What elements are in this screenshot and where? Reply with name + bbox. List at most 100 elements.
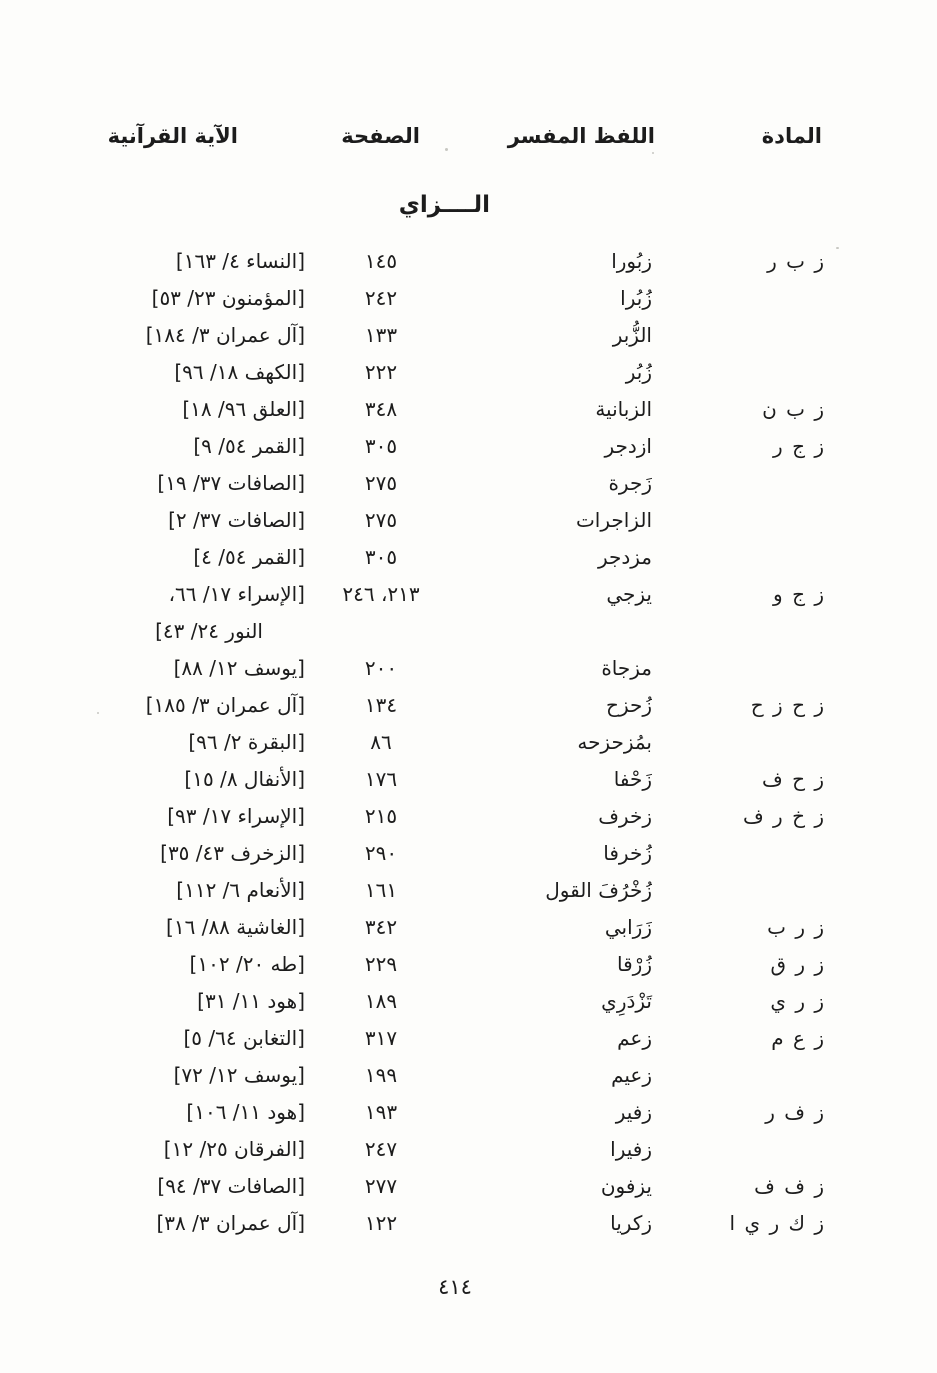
page-cell: ٣١٧ xyxy=(364,1026,398,1050)
page-number: ٤١٤ xyxy=(438,1275,472,1299)
table-row: ز ع م زعم ٣١٧ [التغابن ٦٤/ ٥] xyxy=(0,1020,937,1057)
verse-line: [يوسف ١٢/ ٨٨] xyxy=(173,656,305,680)
word-cell: مزدجر xyxy=(597,545,652,569)
column-header-word: اللفظ المفسر xyxy=(507,124,655,148)
table-row: ز ح ف زَحْفا ١٧٦ [الأنفال ٨/ ١٥] xyxy=(0,761,937,798)
table-row: ز ج و يزجي ٢١٣، ٢٤٦ [الإسراء ١٧/ ٦٦، الن… xyxy=(0,576,937,650)
verse-cell: [الزخرف ٤٣/ ٣٥] xyxy=(160,835,305,872)
page-cell: ١٨٩ xyxy=(364,989,398,1013)
page-cell: ٢١٥ xyxy=(364,804,398,828)
page-cell: ٢٢٩ xyxy=(364,952,398,976)
verse-cell: [الإسراء ١٧/ ٦٦، النور ٢٤/ ٤٣] xyxy=(155,576,305,650)
table-row: ز ح ز ح زُحزح ١٣٤ [آل عمران ٣/ ١٨٥] xyxy=(0,687,937,724)
verse-line: [طه ٢٠/ ١٠٢] xyxy=(189,952,305,976)
page-cell: ١٣٣ xyxy=(364,323,398,347)
page-cell: ١٩٩ xyxy=(364,1063,398,1087)
word-cell: زعيم xyxy=(611,1063,652,1087)
table-row: الزُّبر ١٣٣ [آل عمران ٣/ ١٨٤] xyxy=(0,317,937,354)
verse-cell: [آل عمران ٣/ ١٨٤] xyxy=(146,317,305,354)
page-cell: ١٤٥ xyxy=(364,249,398,273)
word-cell: زُرْقا xyxy=(617,952,652,976)
verse-cell: [هود ١١/ ١٠٦] xyxy=(186,1094,305,1131)
page-cell: ٢١٣، ٢٤٦ xyxy=(342,582,420,606)
verse-cell: [التغابن ٦٤/ ٥] xyxy=(183,1020,305,1057)
page-cell: ٢٩٠ xyxy=(364,841,398,865)
table-row: زُخرفا ٢٩٠ [الزخرف ٤٣/ ٣٥] xyxy=(0,835,937,872)
word-cell: ازدجر xyxy=(604,434,652,458)
page-cell: ٢٧٥ xyxy=(364,508,398,532)
word-cell: زبُورا xyxy=(611,249,652,273)
verse-cell: [القمر ٥٤/ ٤] xyxy=(193,539,305,576)
verse-cell: [الفرقان ٢٥/ ١٢] xyxy=(164,1131,305,1168)
verse-cell: [الكهف ١٨/ ٩٦] xyxy=(174,354,305,391)
word-cell: زفير xyxy=(615,1100,652,1124)
verse-cell: [آل عمران ٣/ ١٨٥] xyxy=(146,687,305,724)
word-cell: زفيرا xyxy=(610,1137,652,1161)
word-cell: الزُّبر xyxy=(612,323,652,347)
verse-cell: [آل عمران ٣/ ٣٨] xyxy=(156,1205,305,1242)
verse-line: [الزخرف ٤٣/ ٣٥] xyxy=(160,841,305,865)
page-cell: ١٣٤ xyxy=(364,693,398,717)
verse-line: [آل عمران ٣/ ١٨٥] xyxy=(145,693,305,717)
root-cell: ز ج و xyxy=(773,582,824,606)
table-row: ز ج ر ازدجر ٣٠٥ [القمر ٥٤/ ٩] xyxy=(0,428,937,465)
verse-cell: [المؤمنون ٢٣/ ٥٣] xyxy=(152,280,305,317)
table-row: ز ف ر زفير ١٩٣ [هود ١١/ ١٠٦] xyxy=(0,1094,937,1131)
column-header-page: الصفحة xyxy=(341,124,420,148)
verse-cell: [الإسراء ١٧/ ٩٣] xyxy=(167,798,305,835)
page-cell: ٢٢٢ xyxy=(364,360,398,384)
verse-line: [المؤمنون ٢٣/ ٥٣] xyxy=(151,286,305,310)
table-row: ز ب ن الزبانية ٣٤٨ [العلق ٩٦/ ١٨] xyxy=(0,391,937,428)
root-cell: ز ر ق xyxy=(770,952,824,976)
verse-line: [آل عمران ٣/ ١٨٤] xyxy=(145,323,305,347)
table-row: مزدجر ٣٠٥ [القمر ٥٤/ ٤] xyxy=(0,539,937,576)
root-cell: ز ب ر xyxy=(767,249,824,273)
table-row: ز ك ر ي ا زكريا ١٢٢ [آل عمران ٣/ ٣٨] xyxy=(0,1205,937,1242)
verse-line: [القمر ٥٤/ ٩] xyxy=(193,434,305,458)
page-cell: ٢٠٠ xyxy=(364,656,398,680)
word-cell: تَزْدَرِي xyxy=(601,989,652,1013)
table-row: زُبُرا ٢٤٢ [المؤمنون ٢٣/ ٥٣] xyxy=(0,280,937,317)
page-cell: ٣٠٥ xyxy=(364,545,398,569)
verse-cell: [الصافات ٣٧/ ٢] xyxy=(168,502,305,539)
root-cell: ز ك ر ي ا xyxy=(729,1211,824,1235)
page-cell: ١٩٣ xyxy=(364,1100,398,1124)
word-cell: زُخْرُفَ القول xyxy=(545,878,652,902)
page-cell: ١٦١ xyxy=(364,878,398,902)
word-cell: زُخرفا xyxy=(603,841,652,865)
verse-line: [الصافات ٣٧/ ٩٤] xyxy=(157,1174,305,1198)
scan-speck xyxy=(97,712,99,714)
verse-line: [البقرة ٢/ ٩٦] xyxy=(188,730,305,754)
word-cell: بمُزحزحه xyxy=(577,730,652,754)
verse-line: [هود ١١/ ٣١] xyxy=(197,989,305,1013)
verse-cell: [هود ١١/ ٣١] xyxy=(197,983,305,1020)
verse-line: [الكهف ١٨/ ٩٦] xyxy=(174,360,305,384)
verse-cell: [الأنفال ٨/ ١٥] xyxy=(184,761,305,798)
root-cell: ز ح ف xyxy=(761,767,824,791)
verse-cell: [يوسف ١٢/ ٨٨] xyxy=(174,650,305,687)
verse-line: [الفرقان ٢٥/ ١٢] xyxy=(163,1137,305,1161)
verse-line: [الصافات ٣٧/ ٢] xyxy=(168,508,305,532)
word-cell: زَحْفا xyxy=(613,767,652,791)
root-cell: ز ج ر xyxy=(773,434,824,458)
page-cell: ٣٤٢ xyxy=(364,915,398,939)
table-row: زُبُر ٢٢٢ [الكهف ١٨/ ٩٦] xyxy=(0,354,937,391)
root-cell: ز ر ي xyxy=(770,989,824,1013)
word-cell: زعم xyxy=(617,1026,652,1050)
word-cell: زخرف xyxy=(598,804,652,828)
word-cell: يزجي xyxy=(606,582,652,606)
page-cell: ٢٤٧ xyxy=(364,1137,398,1161)
index-table-body: ز ب ر زبُورا ١٤٥ [النساء ٤/ ١٦٣] زُبُرا … xyxy=(0,243,937,1242)
table-row: ز ر ي تَزْدَرِي ١٨٩ [هود ١١/ ٣١] xyxy=(0,983,937,1020)
table-row: زُخْرُفَ القول ١٦١ [الأنعام ٦/ ١١٢] xyxy=(0,872,937,909)
verse-cell: [النساء ٤/ ١٦٣] xyxy=(176,243,305,280)
page-cell: ٢٧٥ xyxy=(364,471,398,495)
verse-continuation-line: النور ٢٤/ ٤٣] xyxy=(155,619,263,643)
verse-cell: [البقرة ٢/ ٩٦] xyxy=(188,724,305,761)
root-cell: ز خ ر ف xyxy=(742,804,824,828)
scan-speck xyxy=(445,148,448,151)
table-row: الزاجرات ٢٧٥ [الصافات ٣٧/ ٢] xyxy=(0,502,937,539)
page-cell: ١٧٦ xyxy=(364,767,398,791)
verse-cell: [الغاشية ٨٨/ ١٦] xyxy=(166,909,305,946)
word-cell: الزاجرات xyxy=(575,508,652,532)
